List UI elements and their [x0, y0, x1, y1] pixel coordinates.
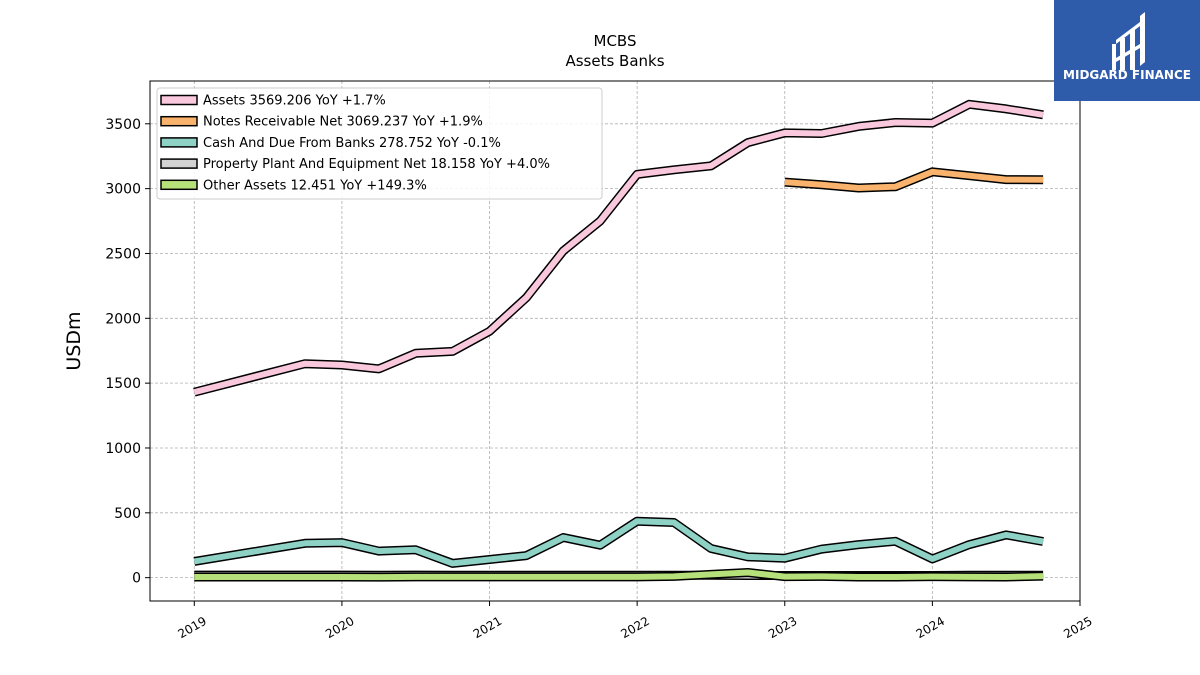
brand-logo: MIDGARD FINANCE	[1054, 0, 1200, 101]
logo-mark-icon	[1112, 12, 1145, 70]
y-tick-label: 500	[114, 506, 141, 522]
y-tick-label: 2000	[105, 311, 141, 327]
legend-swatch	[160, 137, 198, 148]
legend-label: Notes Receivable Net 3069.237 YoY +1.9%	[203, 115, 483, 130]
legend-swatch	[160, 179, 198, 191]
y-tick-label: 3500	[105, 117, 141, 133]
logo-text: MIDGARD FINANCE	[1063, 68, 1191, 82]
y-tick-label: 2500	[105, 246, 141, 262]
chart-legend: Assets 3569.206 YoY +1.7% Notes Receivabl…	[156, 87, 603, 200]
legend-box	[156, 87, 603, 200]
legend-swatch	[160, 158, 198, 169]
x-tick-label: 2019	[176, 614, 209, 641]
series-4	[194, 568, 1044, 582]
series-line	[194, 569, 1044, 581]
series-1	[784, 167, 1044, 193]
legend-label: Assets 3569.206 YoY +1.7%	[203, 94, 386, 109]
axis-layer: 2019 2020 2021 2022 2023 2024 2025 0 500 1000 1500…	[105, 117, 1094, 641]
legend-swatch	[160, 94, 198, 106]
legend-label: Other Assets 12.451 YoY +149.3%	[203, 178, 427, 193]
legend-swatch	[160, 115, 198, 127]
plot-frame	[149, 80, 1081, 602]
chart-title-block: MCBS Assets Banks	[150, 31, 1080, 71]
chart-title: MCBS	[593, 32, 637, 50]
grid-layer	[150, 81, 1081, 601]
x-tick-label: 2020	[323, 614, 356, 641]
series-line	[193, 101, 1044, 396]
x-tick-label: 2023	[766, 614, 799, 641]
x-tick-label: 2024	[914, 614, 947, 641]
y-tick-label: 0	[132, 571, 141, 587]
y-tick-label: 3000	[105, 182, 141, 198]
series-line	[784, 168, 1044, 191]
x-tick-label: 2022	[618, 614, 651, 641]
legend-label: Property Plant And Equipment Net 18.158 …	[203, 157, 550, 172]
series-0	[193, 99, 1044, 397]
chart-subtitle: Assets Banks	[565, 52, 665, 70]
series-layer	[193, 99, 1044, 582]
y-tick-label: 1000	[105, 441, 141, 457]
series-2	[193, 516, 1044, 568]
y-axis-label: USDm	[63, 311, 85, 370]
series-line	[193, 518, 1044, 567]
legend-label: Cash And Due From Banks 278.752 YoY -0.1…	[203, 136, 501, 151]
y-tick-label: 1500	[105, 376, 141, 392]
x-tick-label: 2021	[471, 614, 504, 641]
x-tick-label: 2025	[1061, 614, 1094, 641]
